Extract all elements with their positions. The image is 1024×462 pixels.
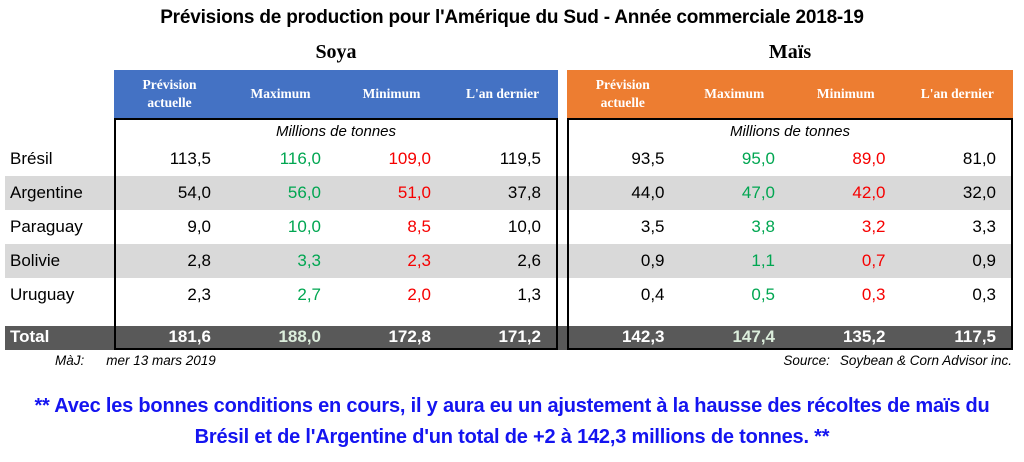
value-cell: 51,0	[397, 183, 431, 202]
value-cell: 42,0	[852, 183, 886, 202]
value-cell: 93,5	[631, 149, 665, 168]
value-cell: 3,3	[297, 251, 321, 270]
value-cell: 0,5	[751, 285, 775, 304]
value-cell: 0,3	[861, 285, 886, 304]
mais-data-table: Millions de tonnes 93,5 95,0 89,0 81,0 44,0 47…	[567, 118, 1013, 350]
value-cell: 10,0	[287, 217, 321, 236]
value-cell: 2,6	[517, 251, 541, 270]
row-label-bolivie: Bolivie	[10, 251, 61, 270]
col-header-minimum: Minimum	[816, 86, 875, 102]
value-cell: 1,3	[517, 285, 541, 304]
value-cell: 0,9	[972, 251, 996, 270]
col-header-maximum: Maximum	[250, 86, 311, 102]
value-cell: 47,0	[741, 183, 775, 202]
col-header-l-an-dernier: L'an dernier	[920, 86, 994, 102]
row-label-bresil: Brésil	[10, 149, 53, 168]
value-cell: 0,4	[640, 285, 665, 304]
value-cell: 32,0	[962, 183, 996, 202]
value-cell: 113,5	[169, 149, 211, 168]
value-cell: 89,0	[852, 149, 886, 168]
total-row-label: Total	[10, 327, 50, 346]
value-cell: 95,0	[741, 149, 775, 168]
col-header-minimum: Minimum	[362, 86, 421, 102]
value-cell: 10,0	[507, 217, 541, 236]
page-title: Prévisions de production pour l'Amérique…	[160, 7, 864, 28]
value-cell: 8,5	[407, 217, 431, 236]
value-cell: 0,3	[972, 285, 996, 304]
value-cell: 9,0	[187, 217, 211, 236]
value-cell: 3,2	[861, 217, 886, 236]
value-cell: 1,1	[751, 251, 775, 270]
spacer-row	[116, 312, 556, 326]
value-cell: 116,0	[279, 149, 321, 168]
total-value-cell: 142,3	[621, 327, 665, 346]
col-header-maximum: Maximum	[704, 86, 765, 102]
mais-column-headers: Prévision actuelle Maximum Minimum L'an der…	[567, 70, 1013, 118]
unit-label: Millions de tonnes	[275, 122, 397, 140]
unit-label: Millions de tonnes	[729, 122, 851, 140]
footnote-line-2: Brésil et de l'Argentine d'un total de +…	[194, 426, 830, 448]
total-value-cell: 181,6	[168, 327, 211, 346]
value-cell: 2,8	[187, 251, 211, 270]
value-cell: 2,0	[407, 285, 431, 304]
source-label: Source:	[783, 353, 830, 368]
source-line: Source: Soybean & Corn Advisor inc.	[783, 353, 1012, 373]
value-cell: 2,7	[297, 285, 321, 304]
spacer-row	[569, 312, 1011, 326]
soya-data-table: Millions de tonnes 113,5 116,0 109,0 119,5 54…	[114, 118, 558, 350]
value-cell: 54,0	[177, 183, 211, 202]
total-row-band	[5, 326, 1013, 350]
total-value-cell: 171,2	[498, 327, 541, 346]
value-cell: 119,5	[499, 149, 541, 168]
value-cell: 0,7	[861, 251, 886, 270]
soya-column-headers: Prévision actuelle Maximum Minimum L'an der…	[114, 70, 558, 118]
total-value-cell: 172,8	[388, 327, 431, 346]
total-value-cell: 188,0	[278, 327, 321, 346]
value-cell: 37,8	[507, 183, 541, 202]
row-stripe	[5, 176, 1013, 210]
col-header-prevision-actuelle: Prévision actuelle	[595, 77, 650, 110]
total-value-cell: 147,4	[732, 327, 775, 346]
value-cell: 44,0	[631, 183, 665, 202]
value-cell: 2,3	[407, 251, 431, 270]
value-cell: 3,5	[640, 217, 665, 236]
row-label-paraguay: Paraguay	[10, 217, 83, 236]
total-value-cell: 135,2	[842, 327, 886, 346]
section-label-soya: Soya	[315, 41, 357, 63]
footnote: ** Avec les bonnes conditions en cours, …	[0, 391, 1024, 453]
row-label-uruguay: Uruguay	[10, 285, 75, 304]
value-cell: 56,0	[287, 183, 321, 202]
col-header-prevision-actuelle: Prévision actuelle	[142, 77, 197, 110]
value-cell: 3,3	[972, 217, 996, 236]
value-cell: 81,0	[962, 149, 996, 168]
updated-date-line: MàJ: mer 13 mars 2019	[55, 353, 216, 373]
value-cell: 3,8	[751, 217, 775, 236]
total-value-cell: 117,5	[954, 327, 996, 346]
updated-value: mer 13 mars 2019	[106, 353, 216, 368]
updated-label: MàJ:	[55, 353, 85, 368]
section-label-mais: Maïs	[768, 41, 812, 63]
row-stripe	[5, 244, 1013, 278]
row-label-argentine: Argentine	[10, 183, 83, 202]
footnote-line-1: ** Avec les bonnes conditions en cours, …	[34, 395, 990, 417]
value-cell: 109,0	[388, 149, 431, 168]
value-cell: 2,3	[187, 285, 211, 304]
value-cell: 0,9	[640, 251, 665, 270]
col-header-l-an-dernier: L'an dernier	[465, 86, 540, 102]
source-value: Soybean & Corn Advisor inc.	[839, 353, 1012, 368]
